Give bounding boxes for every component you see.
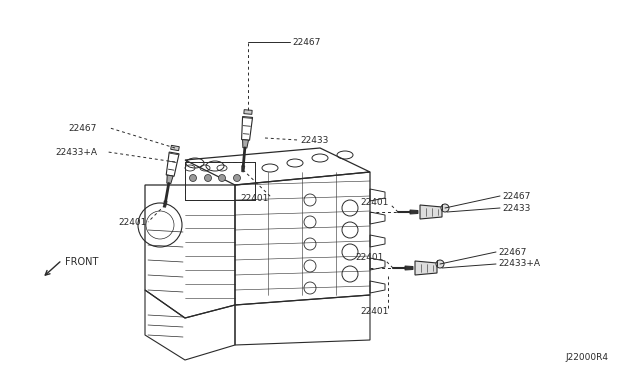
Text: 22401: 22401 xyxy=(118,218,147,227)
Circle shape xyxy=(205,174,211,182)
Polygon shape xyxy=(405,266,413,270)
Text: 22433+A: 22433+A xyxy=(55,148,97,157)
Circle shape xyxy=(436,260,444,268)
Polygon shape xyxy=(171,145,179,151)
Polygon shape xyxy=(167,175,173,184)
Polygon shape xyxy=(410,210,418,214)
Polygon shape xyxy=(244,110,252,114)
Text: 22401: 22401 xyxy=(355,253,383,263)
Polygon shape xyxy=(415,261,437,275)
Circle shape xyxy=(218,174,225,182)
Text: 22401: 22401 xyxy=(360,308,388,317)
Text: 22467: 22467 xyxy=(292,38,321,46)
Text: 22467: 22467 xyxy=(68,124,97,132)
Text: 22467: 22467 xyxy=(502,192,531,201)
Text: 22467: 22467 xyxy=(498,247,526,257)
Text: 22401: 22401 xyxy=(240,193,268,202)
Circle shape xyxy=(441,204,449,212)
Text: 22433+A: 22433+A xyxy=(498,260,540,269)
Text: FRONT: FRONT xyxy=(65,257,99,267)
Text: 22433: 22433 xyxy=(502,203,531,212)
Polygon shape xyxy=(420,205,442,219)
Polygon shape xyxy=(242,166,244,172)
Circle shape xyxy=(234,174,241,182)
Polygon shape xyxy=(243,140,248,148)
Text: J22000R4: J22000R4 xyxy=(565,353,608,362)
Circle shape xyxy=(189,174,196,182)
Text: 22433: 22433 xyxy=(300,135,328,144)
Text: 22401: 22401 xyxy=(360,198,388,206)
Polygon shape xyxy=(164,201,167,207)
